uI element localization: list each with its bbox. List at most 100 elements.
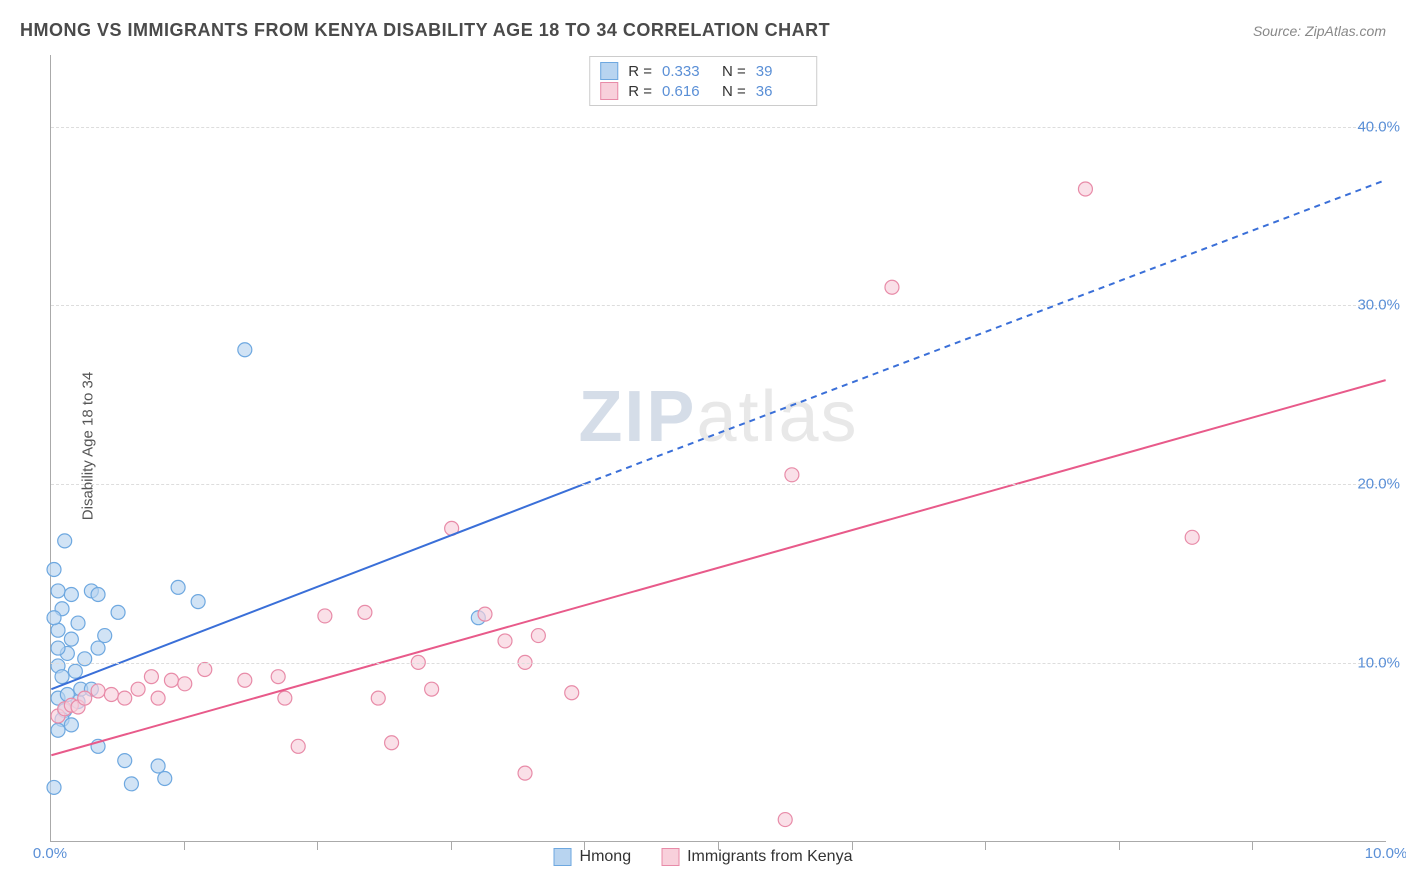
r-value: 0.616 [662,83,712,100]
n-value: 36 [756,83,806,100]
data-point-kenya [131,682,145,696]
legend-item-hmong: Hmong [554,848,632,866]
data-point-hmong [71,616,85,630]
gridline-h [51,127,1386,128]
trendline-dashed-hmong [585,180,1386,484]
data-point-hmong [51,623,65,637]
data-point-kenya [385,736,399,750]
x-tick [184,842,185,850]
n-value: 39 [756,63,806,80]
data-point-hmong [118,754,132,768]
data-point-hmong [51,641,65,655]
data-point-kenya [78,691,92,705]
x-tick [584,842,585,850]
x-tick-label: 10.0% [1365,845,1406,862]
data-point-hmong [98,629,112,643]
data-point-kenya [91,684,105,698]
data-point-kenya [1185,530,1199,544]
data-point-kenya [425,682,439,696]
data-point-hmong [91,587,105,601]
y-tick-label: 30.0% [1357,297,1400,314]
legend-label: Hmong [580,848,632,866]
data-point-kenya [518,766,532,780]
data-point-kenya [318,609,332,623]
gridline-h [51,484,1386,485]
data-point-kenya [1078,182,1092,196]
data-point-kenya [151,691,165,705]
trendline-kenya [51,380,1385,755]
data-point-hmong [91,641,105,655]
x-tick [317,842,318,850]
x-tick [451,842,452,850]
data-point-kenya [778,813,792,827]
data-point-hmong [111,605,125,619]
legend-swatch-icon [600,62,618,80]
legend-row-kenya: R = 0.616 N = 36 [600,81,806,101]
x-tick-label: 0.0% [33,845,67,862]
chart-title: HMONG VS IMMIGRANTS FROM KENYA DISABILIT… [20,20,830,41]
data-point-kenya [144,670,158,684]
data-point-kenya [498,634,512,648]
x-tick [852,842,853,850]
data-point-kenya [238,673,252,687]
data-point-kenya [478,607,492,621]
data-point-hmong [58,534,72,548]
data-point-kenya [178,677,192,691]
gridline-h [51,305,1386,306]
correlation-legend: R = 0.333 N = 39 R = 0.616 N = 36 [589,56,817,106]
data-point-kenya [371,691,385,705]
y-tick-label: 40.0% [1357,118,1400,135]
legend-label: Immigrants from Kenya [687,848,852,866]
data-point-hmong [64,718,78,732]
data-point-hmong [124,777,138,791]
r-label: R = [628,63,652,80]
legend-swatch-icon [661,848,679,866]
legend-swatch-icon [554,848,572,866]
data-point-hmong [47,611,61,625]
data-point-kenya [271,670,285,684]
source-attribution: Source: ZipAtlas.com [1253,23,1386,39]
legend-row-hmong: R = 0.333 N = 39 [600,61,806,81]
data-point-hmong [55,670,69,684]
data-point-kenya [358,605,372,619]
x-tick [1119,842,1120,850]
data-point-hmong [64,587,78,601]
y-tick-label: 10.0% [1357,655,1400,672]
x-tick [985,842,986,850]
data-point-kenya [291,739,305,753]
scatter-plot-svg [51,55,1386,841]
data-point-hmong [158,771,172,785]
data-point-kenya [104,688,118,702]
data-point-hmong [191,595,205,609]
data-point-kenya [118,691,132,705]
legend-item-kenya: Immigrants from Kenya [661,848,852,866]
x-tick [718,842,719,850]
data-point-kenya [198,663,212,677]
trendline-hmong [51,484,585,689]
data-point-hmong [238,343,252,357]
data-point-kenya [278,691,292,705]
data-point-hmong [171,580,185,594]
r-value: 0.333 [662,63,712,80]
data-point-hmong [64,632,78,646]
data-point-kenya [885,280,899,294]
data-point-kenya [785,468,799,482]
data-point-hmong [151,759,165,773]
data-point-hmong [68,664,82,678]
n-label: N = [722,83,746,100]
data-point-hmong [47,780,61,794]
chart-plot-area: ZIPatlas [50,55,1386,842]
x-tick [1252,842,1253,850]
data-point-hmong [51,723,65,737]
data-point-hmong [47,562,61,576]
y-tick-label: 20.0% [1357,476,1400,493]
data-point-kenya [164,673,178,687]
n-label: N = [722,63,746,80]
gridline-h [51,663,1386,664]
data-point-hmong [51,584,65,598]
series-legend: Hmong Immigrants from Kenya [554,848,853,866]
data-point-kenya [565,686,579,700]
data-point-kenya [531,629,545,643]
legend-swatch-icon [600,82,618,100]
r-label: R = [628,83,652,100]
